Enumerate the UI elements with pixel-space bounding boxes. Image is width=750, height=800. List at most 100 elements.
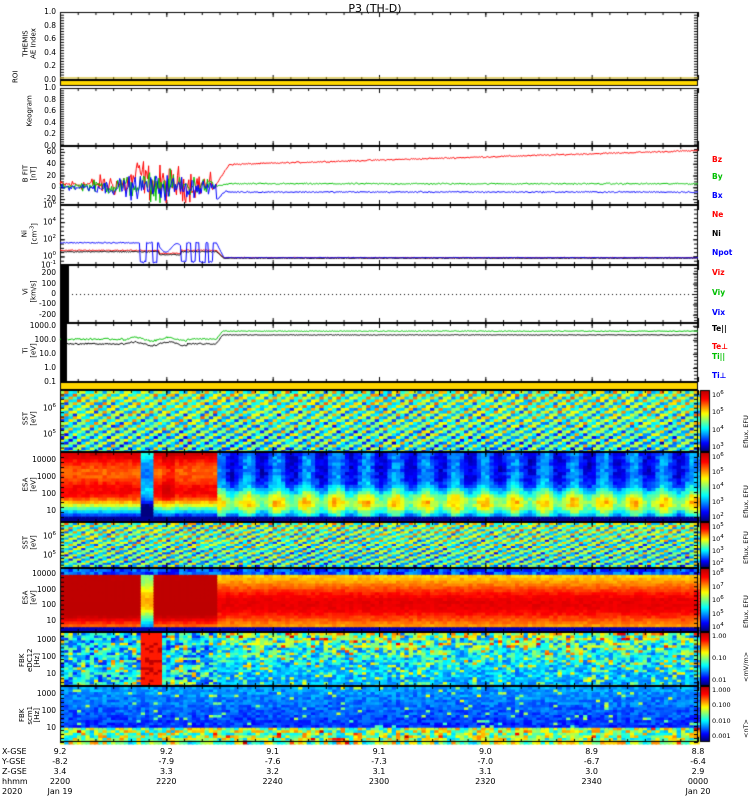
xaxis-col3-Z-GSE: 3.1 (372, 767, 386, 776)
ytick-keo-3: 0.4 (44, 117, 56, 127)
xaxis-col5-Y-GSE: -6.7 (583, 757, 600, 766)
legend-viy: Viy (712, 288, 726, 297)
ytick-keo-2: 0.6 (44, 106, 56, 116)
xaxis-col0-2020: Jan 19 (47, 787, 73, 796)
ytick-bfit-3: 0 (51, 182, 56, 192)
cbtick-sst2-2: 103 (712, 546, 724, 556)
legend-ti-perp: Ti⊥ (712, 371, 727, 380)
ytick-vi-0: 200 (41, 268, 56, 278)
ytick-esa2-1: 1000 (36, 584, 56, 594)
cbtick-esa2-2: 106 (712, 595, 724, 605)
ytick-esa1-2: 100 (41, 489, 56, 498)
ytick-vi-2: 0 (51, 289, 56, 298)
ytick-ti-4: 0.1 (44, 377, 56, 386)
cbtick-sst1-0: 106 (712, 390, 724, 400)
cbtick-sst2-1: 104 (712, 534, 724, 544)
cbtick-esa2-4: 104 (712, 622, 724, 632)
cbunit-fbk2: <nT> (742, 719, 750, 738)
ytick-fbk2-0: 1000 (36, 689, 56, 698)
ytick-ni-0: 106 (42, 200, 56, 210)
ytick-ti-0: 1000.0 (29, 320, 56, 330)
ytick-sst2-1: 105 (42, 550, 56, 560)
ytick-keo-5: 0.0 (44, 141, 56, 150)
ytick-esa1-3: 10 (46, 506, 56, 515)
cbtick-fbk2-3: 0.001 (712, 732, 731, 740)
legend-te-par: Te|| (712, 324, 727, 333)
cbtick-fbk2-1: 0.100 (712, 701, 731, 710)
cbunit-esa1: Eflux, EFU (742, 485, 750, 518)
cbunit-sst2: Eflux, EFU (742, 531, 750, 564)
ytick-esa2-3: 10 (46, 615, 56, 625)
cbtick-fbk1-0: 1.00 (712, 632, 727, 640)
ytick-fbk1-2: 10 (46, 669, 56, 678)
ytick-esa1-1: 1000 (36, 472, 56, 481)
xaxis-row-label-1: Y-GSE (2, 757, 26, 766)
ytick-esa1-0: 10000 (32, 455, 56, 464)
xaxis-row-label-4: 2020 (2, 787, 23, 796)
legend-te-perp: Te⊥ (712, 342, 729, 351)
legend-by: By (712, 172, 723, 181)
ytick-keo-1: 0.8 (44, 94, 56, 104)
xaxis-row-label-3: hhmm (2, 777, 28, 786)
cbunit-sst1: Eflux, EFU (742, 415, 750, 448)
cbtick-fbk1-1: 0.10 (712, 654, 727, 662)
ytick-keo-4: 0.2 (44, 129, 56, 139)
ytick-ni-3: 100 (42, 251, 56, 261)
cbtick-esa1-0: 106 (712, 452, 724, 462)
ylabel-esa1: ESA [eV] (21, 477, 38, 492)
cbtick-sst2-0: 105 (712, 522, 724, 532)
xaxis-col3-X-GSE: 9.1 (372, 747, 386, 756)
ytick-ae-1: 0.8 (44, 20, 56, 30)
xaxis-col5-hhmm: 2340 (581, 777, 602, 786)
xaxis-col5-X-GSE: 8.9 (585, 747, 599, 756)
ytick-vi-3: -100 (38, 299, 56, 309)
xaxis-col6-Y-GSE: -6.4 (690, 757, 706, 766)
ytick-vi-4: -200 (38, 309, 56, 319)
xaxis-col3-hhmm: 2300 (368, 777, 390, 786)
ytick-ni-4: 10-1 (40, 260, 56, 270)
ytick-fbk1-1: 100 (41, 652, 56, 661)
xaxis-col1-Y-GSE: -7.9 (158, 757, 175, 766)
ytick-esa2-0: 10000 (32, 569, 56, 578)
cbtick-sst1-3: 103 (712, 442, 724, 452)
ytick-ae-5: 0.0 (44, 75, 56, 84)
xaxis-col0-Y-GSE: -8.2 (52, 757, 68, 766)
xaxis-col4-hhmm: 2320 (475, 777, 496, 786)
cbtick-fbk1-2: 0.01 (712, 676, 727, 684)
cbtick-esa1-2: 104 (712, 482, 724, 492)
ytick-fbk1-0: 1000 (36, 635, 56, 644)
xaxis-col3-Y-GSE: -7.3 (371, 757, 387, 766)
cbtick-esa1-1: 105 (712, 467, 724, 477)
cbtick-esa2-1: 107 (712, 581, 724, 591)
xaxis-col4-Z-GSE: 3.1 (478, 767, 492, 776)
xaxis-col2-X-GSE: 9.1 (266, 747, 280, 756)
ytick-ti-1: 100.0 (34, 334, 56, 344)
xaxis-col1-Z-GSE: 3.3 (159, 767, 173, 776)
xaxis-row-label-2: Z-GSE (2, 767, 27, 776)
xaxis-col2-hhmm: 2240 (262, 777, 283, 786)
cbunit-esa2: Eflux, EFU (742, 595, 750, 628)
xaxis-col4-X-GSE: 9.0 (478, 747, 492, 756)
ytick-ae-2: 0.6 (44, 34, 56, 44)
xaxis-col1-X-GSE: 9.2 (159, 747, 173, 756)
xaxis-col6-X-GSE: 8.8 (691, 747, 705, 756)
legend-bx: Bx (712, 191, 723, 200)
ytick-ae-0: 1.0 (44, 7, 56, 16)
cbtick-sst1-2: 104 (712, 424, 724, 434)
ytick-ni-2: 102 (42, 234, 56, 244)
legend-bz: Bz (712, 155, 723, 164)
xaxis-col2-Z-GSE: 3.2 (266, 767, 280, 776)
cbtick-fbk2-0: 1.000 (712, 686, 731, 694)
ytick-fbk2-1: 100 (41, 706, 56, 715)
ytick-sst1-1: 105 (42, 429, 56, 439)
ytick-ti-2: 10.0 (39, 348, 56, 358)
xaxis-col4-Y-GSE: -7.0 (477, 757, 494, 766)
xaxis-col0-hhmm: 2200 (49, 777, 71, 786)
cbtick-sst1-1: 105 (712, 407, 724, 417)
ytick-bfit-0: 60 (46, 146, 56, 156)
ytick-keo-0: 1.0 (44, 83, 56, 92)
ytick-vi-1: 100 (41, 278, 56, 288)
legend-viz: Viz (712, 268, 725, 277)
xaxis-col1-hhmm: 2220 (156, 777, 177, 786)
ytick-esa2-2: 100 (41, 600, 56, 609)
